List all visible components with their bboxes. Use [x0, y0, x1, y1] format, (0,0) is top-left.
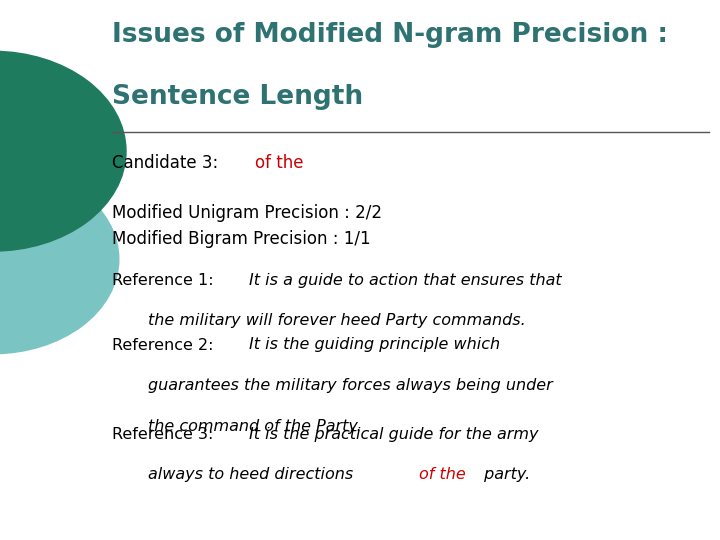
Text: It is the guiding principle which: It is the guiding principle which — [249, 338, 500, 353]
Text: the command of the Party.: the command of the Party. — [148, 418, 361, 434]
Text: Reference 1:: Reference 1: — [112, 273, 218, 288]
Text: It is the practical guide for the army: It is the practical guide for the army — [249, 427, 539, 442]
Text: always to heed directions: always to heed directions — [148, 467, 358, 482]
Text: Reference 3:: Reference 3: — [112, 427, 218, 442]
Text: It is a guide to action that ensures that: It is a guide to action that ensures tha… — [249, 273, 562, 288]
Text: Issues of Modified N-gram Precision :: Issues of Modified N-gram Precision : — [112, 22, 667, 48]
Text: of the: of the — [256, 154, 304, 172]
Text: Modified Bigram Precision : 1/1: Modified Bigram Precision : 1/1 — [112, 230, 370, 247]
Text: party.: party. — [480, 467, 531, 482]
Text: Modified Unigram Precision : 2/2: Modified Unigram Precision : 2/2 — [112, 204, 382, 222]
Circle shape — [0, 165, 119, 354]
Text: guarantees the military forces always being under: guarantees the military forces always be… — [148, 378, 552, 393]
Text: Sentence Length: Sentence Length — [112, 84, 363, 110]
Circle shape — [0, 51, 126, 251]
Text: Candidate 3:: Candidate 3: — [112, 154, 223, 172]
Text: of the: of the — [419, 467, 466, 482]
Text: Reference 2:: Reference 2: — [112, 338, 218, 353]
Text: the military will forever heed Party commands.: the military will forever heed Party com… — [148, 313, 526, 328]
